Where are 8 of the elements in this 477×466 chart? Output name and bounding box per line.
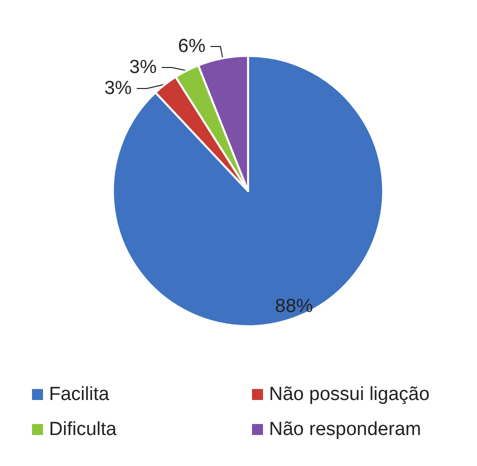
data-label: 6%	[178, 36, 206, 58]
legend-label: Facilita	[49, 384, 110, 405]
data-label: 3%	[104, 78, 132, 100]
legend-label: Dificulta	[49, 419, 118, 440]
data-label: 3%	[129, 57, 157, 78]
legend-label: Não possui ligação	[269, 384, 430, 405]
data-label: 88%	[275, 296, 314, 318]
legend-label: Não responderam	[269, 419, 422, 440]
